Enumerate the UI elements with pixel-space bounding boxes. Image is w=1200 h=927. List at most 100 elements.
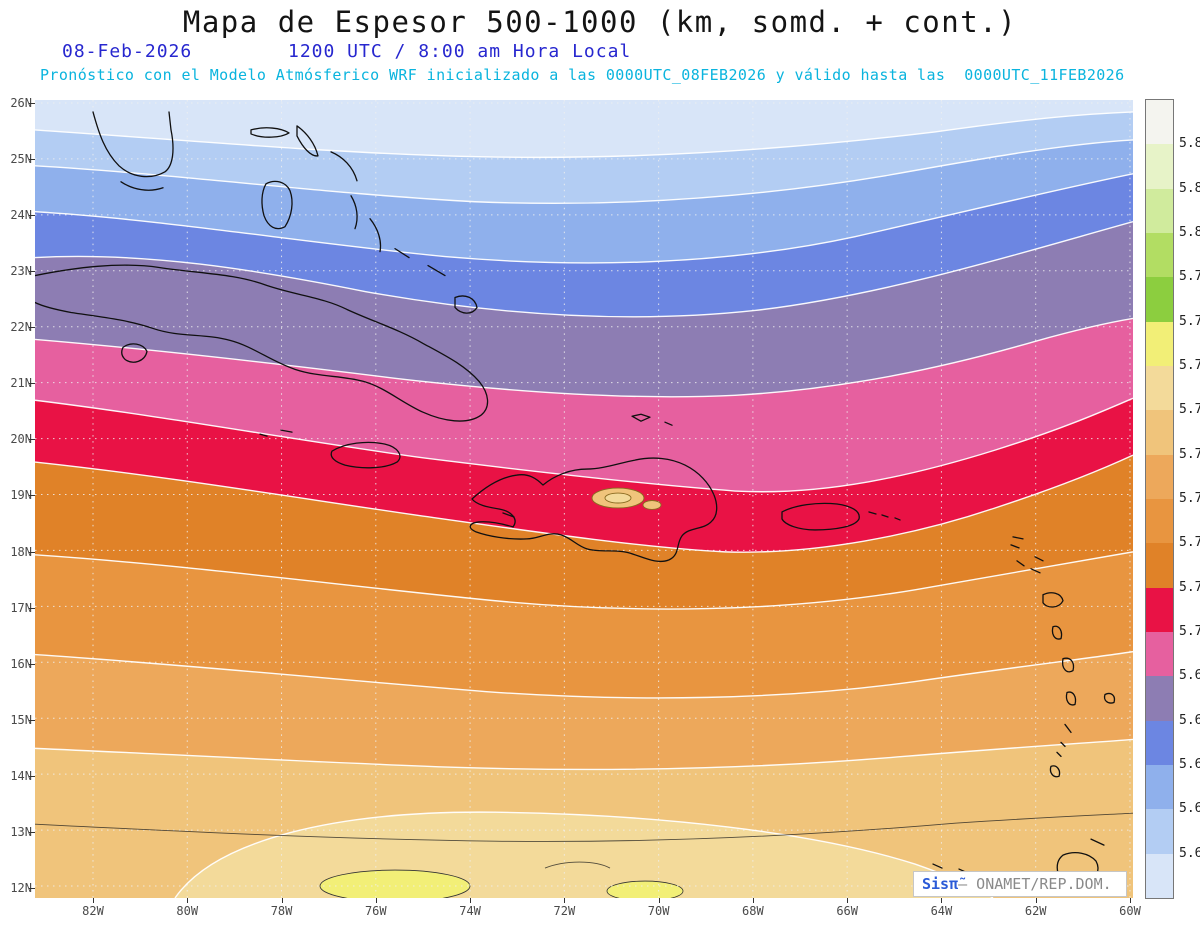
lon-tick: [375, 898, 377, 903]
thickness-map-svg: [35, 100, 1133, 898]
lon-label-72W: 72W: [553, 904, 576, 918]
great-inagua-coastline: [454, 295, 478, 314]
lat-label-26N: 26N: [10, 96, 32, 110]
lon-tick: [93, 898, 94, 903]
lon-label-64W: 64W: [930, 904, 953, 918]
colorbar-segment: [1146, 676, 1173, 721]
lon-tick: [470, 898, 472, 903]
dominica-coastline: [1051, 625, 1063, 640]
colorbar-segment: [1146, 144, 1173, 189]
colorbar-segment: [1146, 809, 1173, 854]
contour-lines: [35, 812, 1133, 869]
gonave-coastline: [502, 512, 515, 518]
thickness-bands: [35, 100, 1133, 898]
band-5772-patch: [606, 880, 684, 898]
lon-label-82W: 82W: [82, 904, 104, 918]
guadeloupe-coastline: [1042, 592, 1064, 608]
colorbar-label-5.652: 5.652: [1179, 801, 1200, 817]
lat-tick: [29, 271, 35, 273]
lon-tick: [847, 898, 849, 903]
tobago-coastline: [1090, 838, 1105, 846]
lat-tick: [29, 159, 35, 161]
colorbar-label-5.76: 5.76: [1179, 402, 1200, 418]
colorbar-segment: [1146, 454, 1173, 499]
lon-tick: [281, 898, 283, 903]
isla-juventud-coastline: [121, 343, 148, 363]
lon-tick: [941, 898, 943, 903]
lat-tick: [29, 327, 35, 329]
lon-label-70W: 70W: [647, 904, 670, 918]
lat-tick: [29, 439, 35, 441]
hispaniola-ridge-oval: [604, 492, 632, 504]
lon-label-80W: 80W: [176, 904, 199, 918]
bahamas-coastline: [350, 195, 358, 230]
lat-label-25N: 25N: [10, 152, 32, 167]
lon-label-62W: 62W: [1024, 904, 1047, 918]
bahamas-coastline: [394, 247, 410, 259]
lon-label-68W: 68W: [742, 904, 764, 918]
colorbar-label-5.7: 5.7: [1179, 624, 1200, 639]
lon-tick: [1035, 898, 1037, 903]
lat-label-22N: 22N: [10, 320, 32, 335]
page-title: Mapa de Espesor 500-1000 (km, somd. + co…: [182, 5, 1018, 39]
colorbar-label-5.819: 5.819: [1179, 180, 1200, 196]
lon-tick: [658, 898, 660, 903]
colorbar-segment: [1146, 498, 1173, 544]
band-edges: [35, 111, 1133, 898]
st-vincent-grenada-coastline: [1049, 723, 1072, 778]
colorbar-label-5.772: 5.772: [1179, 358, 1200, 373]
lat-label-21N: 21N: [10, 376, 32, 391]
sispi-logo: Sisπ̃: [922, 875, 959, 893]
lon-tick: [187, 898, 189, 903]
cayman-coastline: [259, 429, 293, 437]
lon-tick: [564, 898, 566, 903]
lon-label-78W: 78W: [270, 904, 293, 918]
bahamas-coastline: [261, 180, 293, 230]
gridlines: [35, 100, 1133, 898]
colorbar-label-5.724: 5.724: [1179, 535, 1200, 551]
lat-label-13N: 13N: [10, 824, 32, 839]
colorbar: [1145, 99, 1174, 899]
colorbar-label-5.712: 5.712: [1179, 579, 1200, 595]
cuba-coastline: [35, 264, 489, 422]
jamaica-coastline: [330, 441, 401, 469]
colorbar-segment: [1146, 764, 1173, 810]
colorbar-label-5.64: 5.64: [1179, 845, 1200, 861]
florida-coastline: [92, 111, 174, 178]
colorbar-segment: [1146, 100, 1173, 145]
colorbar-label-5.664: 5.664: [1179, 757, 1200, 772]
lat-label-16N: 16N: [10, 656, 32, 671]
hispaniola-ridge-oval: [642, 500, 662, 510]
credit-box: Sisπ̃ – ONAMET/REP.DOM.: [913, 871, 1127, 897]
lat-tick: [29, 383, 35, 385]
bahamas-coastline: [330, 151, 358, 182]
bahamas-coastline: [250, 127, 290, 138]
lat-tick: [29, 495, 35, 497]
colorbar-label-5.676: 5.676: [1179, 712, 1200, 728]
colorbar-label-5.807: 5.807: [1179, 225, 1200, 240]
lat-tick: [29, 719, 35, 721]
colorbar-segment: [1146, 410, 1173, 455]
bahamas-coastline: [369, 218, 382, 253]
lesser-antilles-coastline: [1010, 536, 1044, 574]
lat-label-20N: 20N: [10, 432, 32, 447]
credit-org-label: – ONAMET/REP.DOM.: [958, 875, 1112, 893]
colorbar-segment: [1146, 321, 1173, 366]
bahamas-coastline: [427, 264, 446, 277]
map-canvas: [35, 100, 1133, 898]
lon-label-60W: 60W: [1119, 904, 1141, 918]
colorbar-label-5.688: 5.688: [1179, 668, 1200, 684]
lat-tick: [29, 607, 35, 609]
colorbar-label-5.748: 5.748: [1179, 446, 1200, 462]
lat-tick: [29, 831, 35, 833]
lat-label-14N: 14N: [10, 768, 32, 783]
hispaniola-coastline: [469, 457, 718, 563]
lon-label-76W: 76W: [364, 904, 387, 918]
colorbar-segment: [1146, 365, 1173, 411]
florida-keys-coastline: [120, 181, 164, 191]
lat-label-12N: 12N: [10, 880, 32, 895]
colorbar-segment: [1146, 232, 1173, 278]
puerto-rico-coastline: [781, 502, 860, 531]
colorbar-segment: [1146, 543, 1173, 588]
